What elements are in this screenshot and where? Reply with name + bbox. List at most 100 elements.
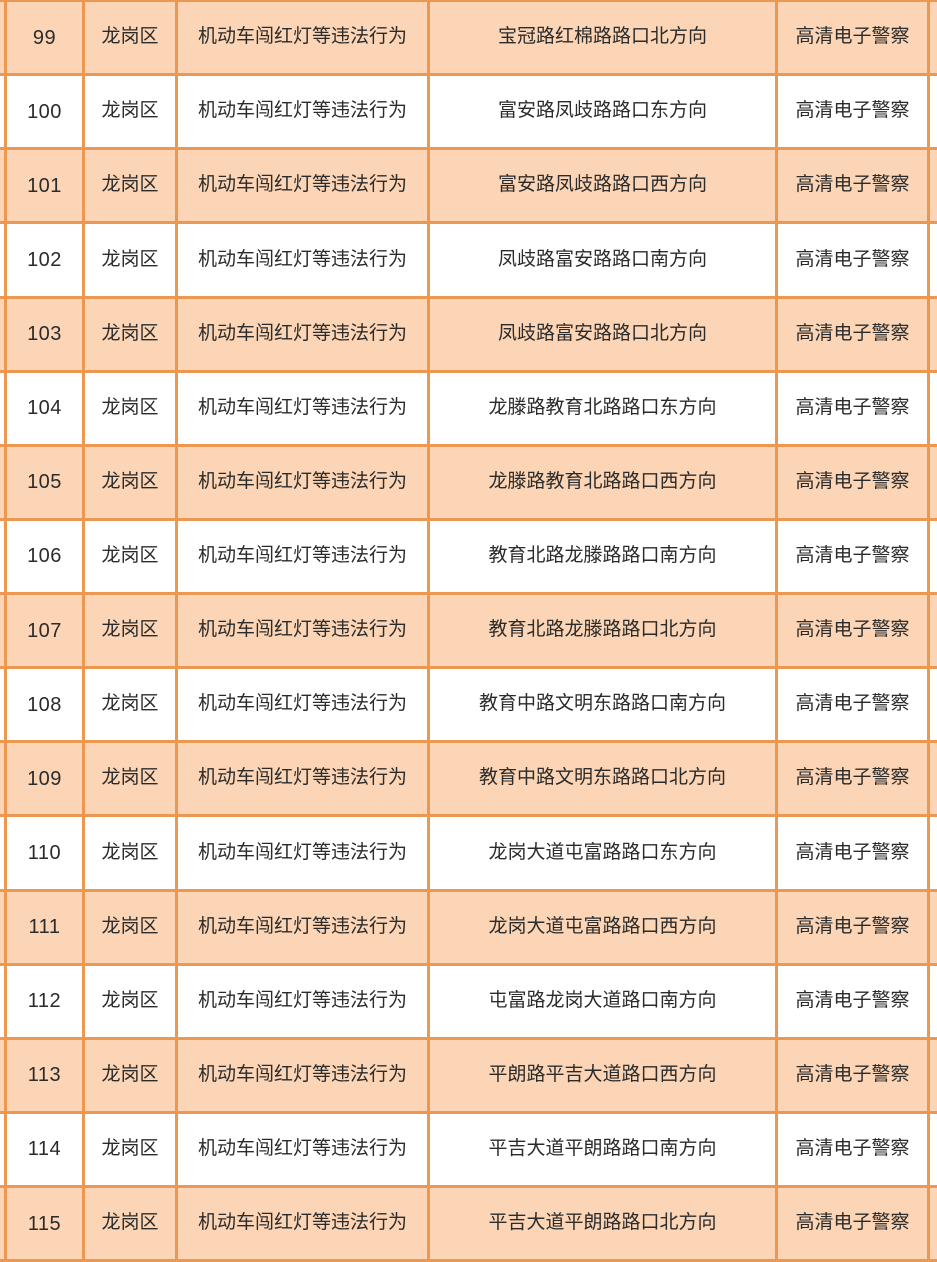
cell-location: 富安路凤歧路路口西方向 xyxy=(430,150,778,222)
cell-row-number: 112 xyxy=(7,965,85,1037)
row-edge-left xyxy=(0,520,7,592)
row-edge-right xyxy=(930,669,937,740)
table-row: 99 龙岗区 机动车闯红灯等违法行为 宝冠路红棉路路口北方向 高清电子警察 xyxy=(0,2,937,77)
row-edge-right xyxy=(930,817,937,888)
cell-row-number: 110 xyxy=(7,817,85,889)
cell-district: 龙岗区 xyxy=(85,224,178,296)
cell-row-number: 114 xyxy=(7,1113,85,1185)
cell-district: 龙岗区 xyxy=(85,743,178,815)
cell-device-type: 高清电子警察 xyxy=(778,669,930,741)
row-edge-left xyxy=(0,743,7,815)
row-edge-left xyxy=(0,1039,7,1111)
cell-violation-type: 机动车闯红灯等违法行为 xyxy=(178,965,430,1037)
cell-row-number: 104 xyxy=(7,372,85,444)
cell-violation-type: 机动车闯红灯等违法行为 xyxy=(178,372,430,444)
cell-location: 教育北路龙滕路路口北方向 xyxy=(430,595,778,667)
cell-district: 龙岗区 xyxy=(85,1039,178,1111)
row-edge-left xyxy=(0,891,7,963)
cell-violation-type: 机动车闯红灯等违法行为 xyxy=(178,669,430,741)
cell-location: 龙滕路教育北路路口西方向 xyxy=(430,446,778,518)
row-edge-left xyxy=(0,2,7,74)
row-edge-left xyxy=(0,595,7,667)
cell-device-type: 高清电子警察 xyxy=(778,446,930,518)
cell-location: 龙岗大道屯富路路口东方向 xyxy=(430,817,778,889)
cell-row-number: 99 xyxy=(7,2,85,74)
cell-district: 龙岗区 xyxy=(85,595,178,667)
cell-location: 教育北路龙滕路路口南方向 xyxy=(430,520,778,592)
cell-location: 龙岗大道屯富路路口西方向 xyxy=(430,891,778,963)
cell-district: 龙岗区 xyxy=(85,1113,178,1185)
cell-violation-type: 机动车闯红灯等违法行为 xyxy=(178,1188,430,1260)
cell-device-type: 高清电子警察 xyxy=(778,520,930,592)
cell-location: 平吉大道平朗路路口南方向 xyxy=(430,1113,778,1185)
cell-district: 龙岗区 xyxy=(85,965,178,1037)
cell-district: 龙岗区 xyxy=(85,891,178,963)
row-edge-right xyxy=(930,521,937,592)
row-edge-left xyxy=(0,965,7,1037)
cell-device-type: 高清电子警察 xyxy=(778,743,930,815)
cell-location: 屯富路龙岗大道路口南方向 xyxy=(430,965,778,1037)
cell-district: 龙岗区 xyxy=(85,76,178,148)
row-edge-right xyxy=(930,966,937,1037)
row-edge-right xyxy=(930,1188,937,1259)
table-row: 106 龙岗区 机动车闯红灯等违法行为 教育北路龙滕路路口南方向 高清电子警察 xyxy=(0,520,937,595)
cell-device-type: 高清电子警察 xyxy=(778,1188,930,1260)
cell-district: 龙岗区 xyxy=(85,150,178,222)
cell-row-number: 107 xyxy=(7,595,85,667)
cell-district: 龙岗区 xyxy=(85,2,178,74)
row-edge-right xyxy=(930,595,937,666)
cell-device-type: 高清电子警察 xyxy=(778,595,930,667)
cell-violation-type: 机动车闯红灯等违法行为 xyxy=(178,891,430,963)
cell-violation-type: 机动车闯红灯等违法行为 xyxy=(178,743,430,815)
row-edge-right xyxy=(930,373,937,444)
table-row: 112 龙岗区 机动车闯红灯等违法行为 屯富路龙岗大道路口南方向 高清电子警察 xyxy=(0,965,937,1040)
cell-location: 平朗路平吉大道路口西方向 xyxy=(430,1039,778,1111)
cell-location: 龙滕路教育北路路口东方向 xyxy=(430,372,778,444)
row-edge-right xyxy=(930,299,937,370)
cell-row-number: 105 xyxy=(7,446,85,518)
cell-location: 富安路凤歧路路口东方向 xyxy=(430,76,778,148)
cell-location: 凤歧路富安路路口南方向 xyxy=(430,224,778,296)
table-row: 102 龙岗区 机动车闯红灯等违法行为 凤歧路富安路路口南方向 高清电子警察 xyxy=(0,224,937,299)
cell-district: 龙岗区 xyxy=(85,298,178,370)
row-edge-right xyxy=(930,892,937,963)
table-row: 115 龙岗区 机动车闯红灯等违法行为 平吉大道平朗路路口北方向 高清电子警察 xyxy=(0,1188,937,1262)
row-edge-right xyxy=(930,224,937,295)
cell-violation-type: 机动车闯红灯等违法行为 xyxy=(178,224,430,296)
cell-row-number: 108 xyxy=(7,669,85,741)
cell-row-number: 102 xyxy=(7,224,85,296)
table-row: 105 龙岗区 机动车闯红灯等违法行为 龙滕路教育北路路口西方向 高清电子警察 xyxy=(0,446,937,521)
cell-district: 龙岗区 xyxy=(85,520,178,592)
row-edge-right xyxy=(930,76,937,147)
cell-row-number: 106 xyxy=(7,520,85,592)
cell-violation-type: 机动车闯红灯等违法行为 xyxy=(178,76,430,148)
table-row: 111 龙岗区 机动车闯红灯等违法行为 龙岗大道屯富路路口西方向 高清电子警察 xyxy=(0,891,937,966)
cell-location: 平吉大道平朗路路口北方向 xyxy=(430,1188,778,1260)
cell-violation-type: 机动车闯红灯等违法行为 xyxy=(178,1113,430,1185)
cell-device-type: 高清电子警察 xyxy=(778,1039,930,1111)
cell-row-number: 111 xyxy=(7,891,85,963)
cell-violation-type: 机动车闯红灯等违法行为 xyxy=(178,298,430,370)
table-row: 107 龙岗区 机动车闯红灯等违法行为 教育北路龙滕路路口北方向 高清电子警察 xyxy=(0,595,937,670)
cell-location: 宝冠路红棉路路口北方向 xyxy=(430,2,778,74)
row-edge-right xyxy=(930,1114,937,1185)
cell-device-type: 高清电子警察 xyxy=(778,150,930,222)
table-row: 110 龙岗区 机动车闯红灯等违法行为 龙岗大道屯富路路口东方向 高清电子警察 xyxy=(0,817,937,892)
table-row: 114 龙岗区 机动车闯红灯等违法行为 平吉大道平朗路路口南方向 高清电子警察 xyxy=(0,1113,937,1188)
row-edge-left xyxy=(0,150,7,222)
table-row: 108 龙岗区 机动车闯红灯等违法行为 教育中路文明东路路口南方向 高清电子警察 xyxy=(0,669,937,744)
cell-district: 龙岗区 xyxy=(85,817,178,889)
table-row: 113 龙岗区 机动车闯红灯等违法行为 平朗路平吉大道路口西方向 高清电子警察 xyxy=(0,1039,937,1114)
cell-location: 教育中路文明东路路口南方向 xyxy=(430,669,778,741)
cell-device-type: 高清电子警察 xyxy=(778,1113,930,1185)
cell-district: 龙岗区 xyxy=(85,372,178,444)
row-edge-left xyxy=(0,446,7,518)
cell-row-number: 115 xyxy=(7,1188,85,1260)
cell-device-type: 高清电子警察 xyxy=(778,76,930,148)
row-edge-right xyxy=(930,447,937,518)
row-edge-left xyxy=(0,298,7,370)
cell-violation-type: 机动车闯红灯等违法行为 xyxy=(178,2,430,74)
cell-device-type: 高清电子警察 xyxy=(778,2,930,74)
